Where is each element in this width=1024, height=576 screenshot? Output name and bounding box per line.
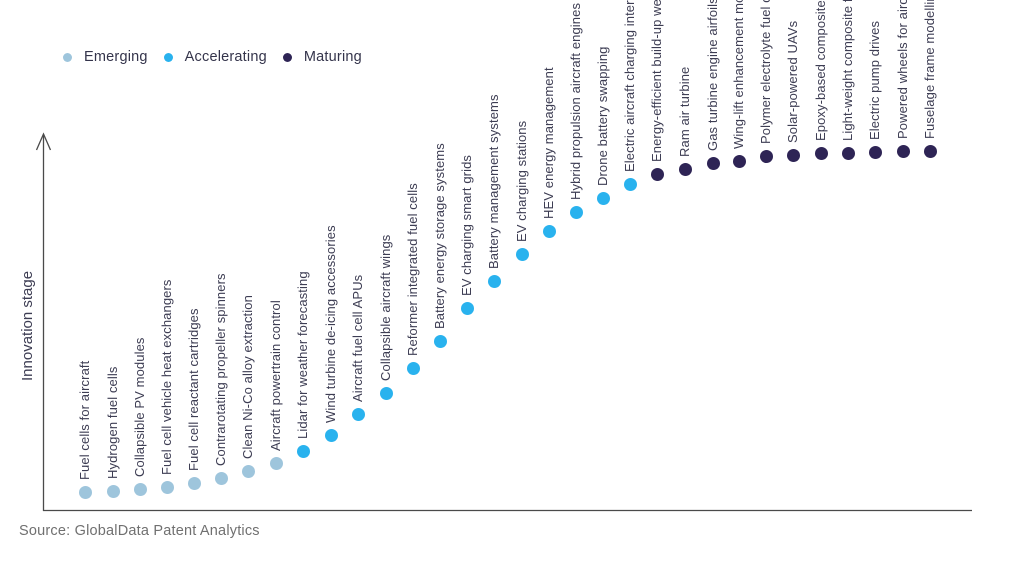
point-label: Collapsible aircraft wings <box>378 234 393 381</box>
data-point <box>214 471 228 485</box>
point-label: Reformer integrated fuel cells <box>405 183 420 356</box>
emerging-dot-icon <box>63 52 72 62</box>
data-point <box>187 476 201 490</box>
data-point <box>732 154 746 168</box>
legend-item-accelerating: Accelerating <box>163 49 267 65</box>
point-label: Hydrogen fuel cells <box>105 366 120 479</box>
point-label: Collapsible PV modules <box>132 337 147 478</box>
data-point <box>759 149 773 163</box>
data-point <box>133 482 147 496</box>
point-label: Battery energy storage systems <box>432 143 447 329</box>
point-label: Gas turbine engine airfoils <box>705 0 720 151</box>
point-label: Electric pump drives <box>867 20 882 140</box>
data-point <box>379 386 393 400</box>
data-point <box>923 144 937 158</box>
point-label: Fuel cell vehicle heat exchangers <box>159 279 174 475</box>
point-label: Solar-powered UAVs <box>785 20 800 143</box>
point-label: Light-weight composite fuselage <box>840 0 855 141</box>
point-label: Powered wheels for aircraft landing <box>895 0 910 139</box>
point-label: Contrarotating propeller spinners <box>213 273 228 466</box>
data-point <box>569 205 583 219</box>
point-label: Drone battery swapping <box>595 46 610 187</box>
source-note: Source: GlobalData Patent Analytics <box>19 523 260 539</box>
point-label: Battery management systems <box>486 94 501 269</box>
point-label: Clean Ni-Co alloy extraction <box>240 295 255 459</box>
data-point <box>786 148 800 162</box>
point-label: Energy-efficient build-up welding <box>649 0 664 162</box>
data-point <box>542 224 556 238</box>
legend-label-accelerating: Accelerating <box>184 49 267 65</box>
data-point <box>487 274 501 288</box>
legend-item-maturing: Maturing <box>282 49 362 65</box>
data-point <box>841 146 855 160</box>
data-point <box>269 456 283 470</box>
point-label: Aircraft fuel cell APUs <box>350 274 365 402</box>
data-point <box>596 191 610 205</box>
point-label: EV charging smart grids <box>459 154 474 296</box>
point-label: Fuselage frame modelling <box>922 0 937 139</box>
point-label: Hybrid propulsion aircraft engines <box>568 2 583 200</box>
data-point <box>814 146 828 160</box>
data-point <box>623 177 637 191</box>
data-point <box>515 247 529 261</box>
point-label: Fuel cell reactant cartridges <box>186 308 201 471</box>
point-label: Lidar for weather forecasting <box>295 271 310 439</box>
data-point <box>106 484 120 498</box>
point-label: Electric aircraft charging interfaces <box>622 0 637 172</box>
data-point <box>650 167 664 181</box>
data-point <box>678 162 692 176</box>
point-label: Polymer electrolyte fuel cells <box>758 0 773 144</box>
y-axis-title: Innovation stage <box>19 270 36 381</box>
accelerating-dot-icon <box>163 52 173 62</box>
legend-item-emerging: Emerging <box>63 49 148 65</box>
data-point <box>351 407 365 421</box>
legend: Emerging Accelerating Maturing <box>63 49 378 65</box>
data-point <box>706 156 720 170</box>
point-label: Wing-lift enhancement mountings <box>731 0 746 149</box>
data-point <box>78 485 92 499</box>
data-point <box>241 464 255 478</box>
data-point <box>868 145 882 159</box>
data-point <box>324 428 338 442</box>
legend-label-emerging: Emerging <box>84 49 148 65</box>
point-label: Aircraft powertrain control <box>268 300 283 451</box>
point-label: Epoxy-based composites <box>813 0 828 141</box>
legend-label-maturing: Maturing <box>303 49 362 65</box>
data-point <box>406 361 420 375</box>
point-label: Fuel cells for aircraft <box>77 360 92 480</box>
y-axis-arrow-icon <box>35 132 52 151</box>
data-point <box>460 301 474 315</box>
data-point <box>896 144 910 158</box>
point-label: Wind turbine de-icing accessories <box>323 225 338 423</box>
point-label: HEV energy management <box>541 67 556 219</box>
point-label: Ram air turbine <box>677 66 692 157</box>
maturing-dot-icon <box>282 52 292 62</box>
data-point <box>296 444 310 458</box>
point-label: EV charging stations <box>514 120 529 242</box>
data-point <box>160 480 174 494</box>
data-point <box>433 334 447 348</box>
